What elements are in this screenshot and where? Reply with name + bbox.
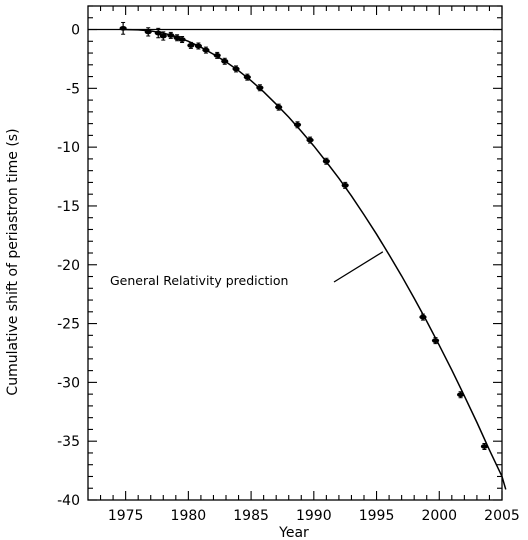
data-point — [178, 36, 186, 44]
data-point — [154, 27, 162, 39]
data-point — [306, 136, 314, 144]
data-point — [159, 31, 167, 41]
data-point — [256, 84, 264, 92]
data-point — [480, 442, 489, 450]
y-tick-label: -30 — [57, 375, 80, 391]
data-point — [341, 181, 349, 189]
data-marker — [213, 53, 221, 58]
x-tick-label: 1985 — [233, 508, 269, 524]
data-marker — [144, 29, 152, 35]
y-axis-title: Cumulative shift of periastron time (s) — [5, 128, 21, 395]
data-point — [243, 73, 251, 81]
y-tick-label: -25 — [57, 317, 80, 333]
data-point — [419, 313, 427, 321]
data-point — [194, 42, 202, 50]
data-marker — [293, 122, 302, 128]
gr-prediction-curve — [123, 28, 507, 490]
data-point — [221, 57, 229, 65]
data-marker — [275, 104, 283, 110]
data-marker — [119, 25, 127, 31]
y-tick-label: -5 — [66, 81, 80, 97]
data-point — [144, 27, 152, 37]
annotation-text: General Relativity prediction — [110, 273, 288, 288]
plot-area — [87, 5, 507, 501]
plot-frame — [87, 5, 503, 501]
data-marker — [243, 74, 251, 80]
x-axis-title: Year — [278, 525, 309, 540]
data-marker — [194, 43, 202, 49]
x-tick-label: 1980 — [171, 508, 207, 524]
data-marker — [341, 182, 349, 188]
data-point — [293, 121, 302, 129]
x-tick-label: 2000 — [421, 508, 457, 524]
data-marker — [431, 338, 440, 344]
x-tick-label: 1975 — [108, 508, 144, 524]
data-point — [119, 21, 127, 35]
data-marker — [154, 30, 162, 36]
data-marker — [419, 314, 427, 320]
y-tick-label: -35 — [57, 434, 80, 450]
data-marker — [256, 85, 264, 91]
data-point — [322, 157, 330, 165]
data-point — [202, 46, 210, 54]
data-point — [457, 391, 465, 399]
data-point — [431, 337, 440, 345]
data-point — [232, 65, 240, 73]
data-marker — [457, 392, 465, 398]
data-point — [275, 103, 283, 111]
data-point — [213, 51, 221, 59]
data-marker — [232, 66, 240, 72]
x-tick-label: 1990 — [296, 508, 332, 524]
data-marker — [167, 33, 175, 38]
data-marker — [187, 43, 195, 48]
data-marker — [159, 33, 167, 39]
data-marker — [306, 137, 314, 143]
data-marker — [178, 37, 186, 42]
y-tick-label: -40 — [57, 493, 80, 509]
data-marker — [202, 47, 210, 53]
data-point — [187, 41, 195, 49]
data-marker — [322, 158, 330, 164]
y-tick-label: 0 — [71, 23, 80, 39]
data-marker — [480, 444, 489, 449]
y-tick-label: -20 — [57, 258, 80, 274]
y-tick-label: -10 — [57, 140, 80, 156]
data-point — [167, 31, 175, 39]
x-tick-label: 2005 — [484, 508, 520, 524]
annotation-leader-line — [333, 251, 384, 283]
x-tick-label: 1995 — [359, 508, 395, 524]
data-marker — [221, 58, 229, 64]
y-tick-label: -15 — [57, 199, 80, 215]
